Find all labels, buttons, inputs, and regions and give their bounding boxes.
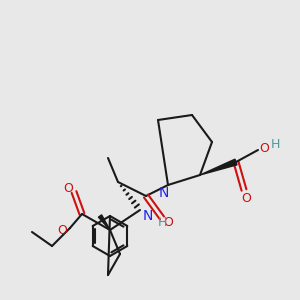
Text: O: O xyxy=(63,182,73,194)
Text: O: O xyxy=(163,215,173,229)
Polygon shape xyxy=(200,159,237,175)
Text: H: H xyxy=(270,139,280,152)
Text: N: N xyxy=(159,186,169,200)
Text: N: N xyxy=(143,209,153,223)
Text: O: O xyxy=(57,224,67,236)
Polygon shape xyxy=(98,215,110,230)
Text: O: O xyxy=(241,191,251,205)
Text: H: H xyxy=(157,215,167,229)
Text: O: O xyxy=(259,142,269,154)
